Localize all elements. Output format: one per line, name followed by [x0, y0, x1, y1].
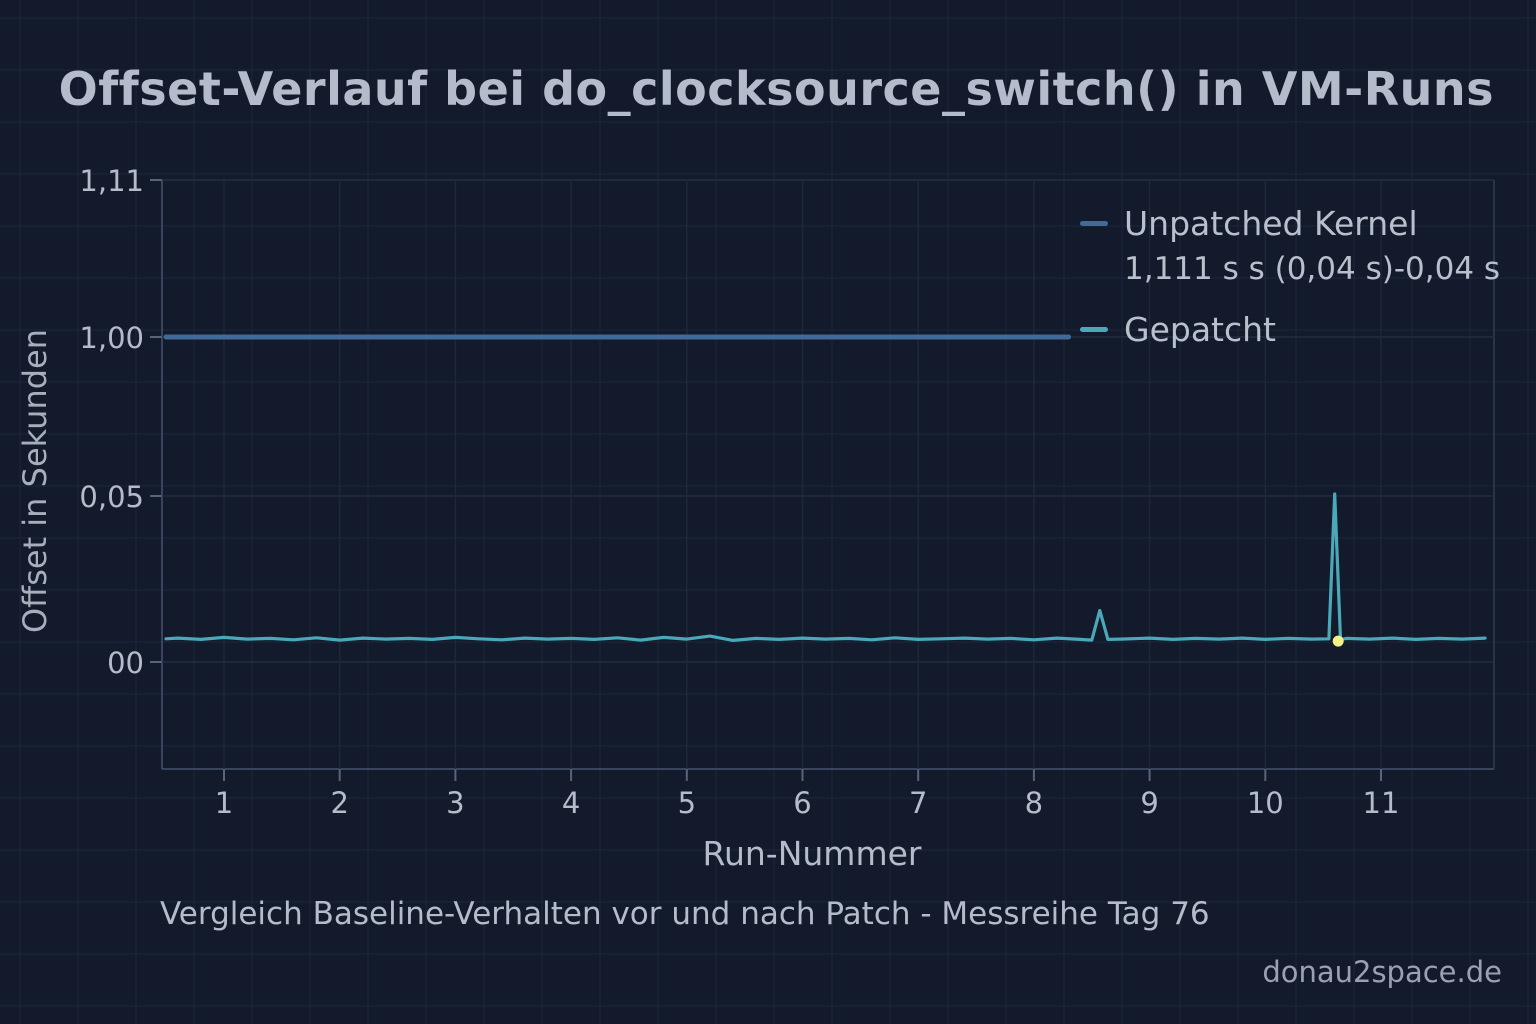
x-tick-label: 10 [1247, 786, 1284, 820]
x-tick-label: 8 [1025, 786, 1043, 820]
chart-subtitle: Vergleich Baseline-Verhalten vor und nac… [160, 896, 1210, 932]
y-tick-label: 1,11 [79, 164, 144, 198]
x-axis-label: Run-Nummer [702, 834, 922, 873]
chart-title: Offset-Verlauf bei do_clocksource_switch… [58, 62, 1494, 116]
y-axis-label: Offset in Sekunden [16, 328, 54, 634]
x-tick-label: 9 [1140, 786, 1158, 820]
legend-swatch-gepatcht [1080, 326, 1108, 332]
series-line-gepatcht [164, 492, 1487, 643]
legend-label-gepatcht: Gepatcht [1124, 309, 1276, 349]
x-tick-label: 2 [330, 786, 348, 820]
x-axis-ticks: 1 2 3 4 5 6 7 8 9 10 11 [215, 180, 1400, 820]
watermark: donau2space.de [1262, 955, 1502, 989]
y-tick-label: 00 [107, 646, 144, 680]
x-tick-label: 3 [446, 786, 464, 820]
x-tick-label: 4 [562, 786, 580, 820]
legend-label-unpatched: Unpatched Kernel [1124, 203, 1418, 243]
legend-item-unpatched: Unpatched Kernel [1080, 200, 1500, 246]
legend-swatch-unpatched [1080, 220, 1108, 226]
x-tick-label: 11 [1363, 786, 1400, 820]
legend: Unpatched Kernel 1,111 s s (0,04 s)-0,04… [1080, 200, 1500, 352]
y-tick-label: 0,05 [79, 480, 144, 514]
legend-item-gepatcht: Gepatcht [1080, 306, 1500, 352]
legend-annotation: 1,111 s s (0,04 s)-0,04 s [1124, 251, 1501, 287]
series-lines [163, 334, 1487, 647]
x-tick-label: 5 [678, 786, 696, 820]
x-tick-label: 6 [793, 786, 811, 820]
x-tick-label: 1 [215, 786, 233, 820]
y-tick-label: 1,00 [79, 321, 144, 355]
highlight-point [1332, 635, 1344, 647]
x-tick-label: 7 [909, 786, 927, 820]
